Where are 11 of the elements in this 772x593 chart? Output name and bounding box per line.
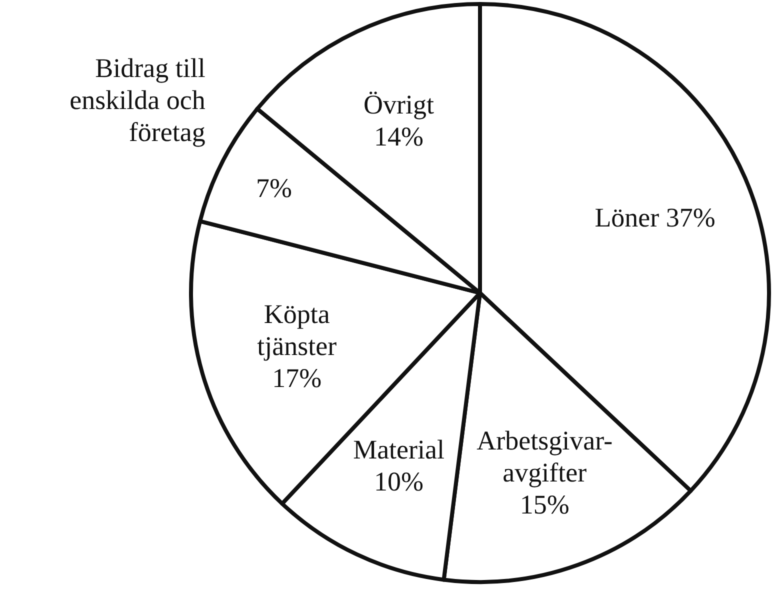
slice-label: Övrigt [364, 89, 435, 120]
data-label: 14% [374, 121, 424, 152]
data-label: 7% [256, 173, 292, 204]
slice-label: Arbetsgivar-avgifter [476, 425, 613, 488]
slice-label: Köpta tjänster [257, 299, 337, 362]
data-label: 15% [520, 489, 570, 520]
data-label: 17% [272, 363, 322, 394]
data-label: 10% [374, 466, 424, 497]
slice-label: Löner 37% [594, 202, 716, 232]
slice-label: Material [353, 434, 445, 465]
slice-label: Bidrag till enskilda och företag [70, 52, 206, 147]
